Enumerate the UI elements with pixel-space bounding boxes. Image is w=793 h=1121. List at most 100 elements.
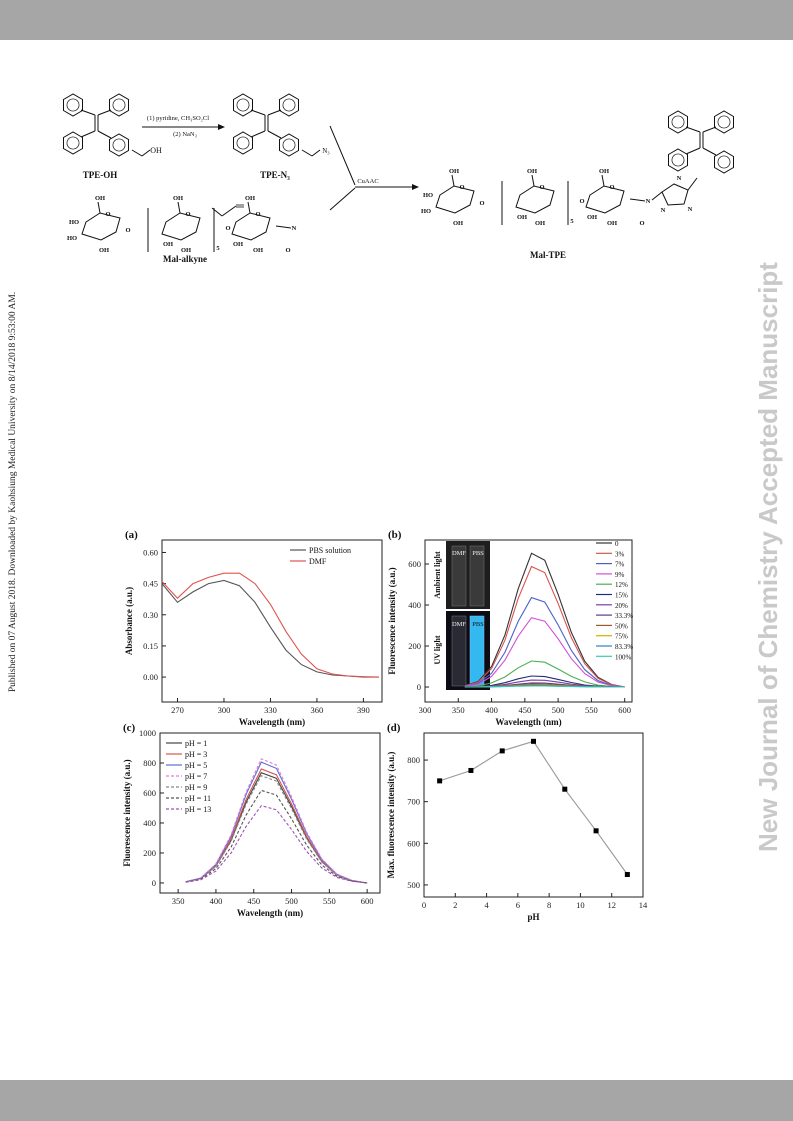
plot-frame — [159, 732, 381, 894]
phenyl-ring — [109, 133, 129, 157]
legend-label: 3% — [615, 550, 625, 558]
scheme-label: O — [255, 211, 260, 218]
series-line — [185, 758, 368, 884]
x-tick-label: 600 — [618, 705, 631, 715]
bond — [211, 207, 223, 217]
scheme-label: O — [285, 247, 290, 254]
x-tick-label: 450 — [518, 705, 531, 715]
scheme-label: Mal-alkyne — [163, 254, 207, 264]
bond — [329, 125, 356, 186]
plot-frame — [161, 539, 383, 703]
point-marker — [531, 738, 536, 744]
y-tick-label: 0 — [152, 878, 156, 888]
bond — [651, 191, 663, 201]
x-tick-label: 6 — [516, 900, 520, 910]
bond — [250, 109, 266, 116]
bond — [329, 187, 356, 211]
bond — [702, 126, 717, 133]
series-line — [161, 572, 379, 678]
panel-label: (a) — [125, 529, 138, 541]
triazole-ring — [661, 183, 689, 206]
legend-label: 12% — [615, 581, 628, 589]
scheme-label: HO — [67, 235, 77, 242]
bond — [311, 149, 321, 157]
y-tick-label: 600 — [143, 788, 156, 798]
x-axis-label: pH — [527, 912, 539, 922]
scheme-label: OH — [587, 214, 597, 221]
bond — [97, 130, 112, 139]
phenyl-ring — [279, 133, 299, 157]
aromatic-circle — [236, 98, 250, 112]
x-tick-label: 350 — [172, 896, 185, 906]
bond — [267, 109, 282, 116]
point-marker — [437, 778, 443, 784]
scheme-label: TPE-N₃ — [260, 170, 290, 180]
scheme-label: OH — [163, 241, 173, 248]
scheme-label: N — [688, 206, 693, 213]
inset-label: DMF — [452, 621, 466, 628]
scheme-label: O — [539, 184, 544, 191]
x-tick-label: 390 — [357, 705, 370, 715]
glucose-ring — [81, 212, 121, 241]
bond — [80, 109, 96, 116]
series-line — [464, 596, 625, 688]
legend-label: pH = 11 — [185, 794, 211, 803]
y-tick-label: 800 — [407, 755, 420, 765]
aromatic-circle — [66, 136, 80, 150]
scheme-label: OH — [527, 168, 537, 175]
aromatic-circle — [282, 98, 296, 112]
x-tick-label: 4 — [484, 900, 489, 910]
legend-label: 50% — [615, 622, 628, 630]
phenyl-ring — [668, 110, 688, 134]
y-axis-label: Absorbance (a.u.) — [124, 587, 134, 655]
bond — [301, 149, 313, 157]
point-marker — [624, 872, 630, 878]
scheme-label: O — [459, 184, 464, 191]
x-tick-label: 8 — [547, 900, 551, 910]
scheme-label: O — [639, 220, 644, 227]
scheme-label: HO — [421, 208, 431, 215]
y-tick-label: 500 — [407, 880, 420, 890]
glucose-ring — [585, 185, 625, 214]
legend-label: pH = 13 — [185, 805, 211, 814]
phenyl-ring — [668, 148, 688, 172]
y-tick-label: 200 — [143, 848, 156, 858]
journal-watermark: New Journal of Chemistry Accepted Manusc… — [753, 262, 783, 852]
download-notice: Published on 07 August 2018. Downloaded … — [8, 292, 18, 692]
x-tick-label: 300 — [218, 705, 231, 715]
series-line — [464, 617, 625, 688]
reaction-scheme: OH TPE-OH (1) pyridine, CH₃SO₂Cl (2) NaN₃ N₃… — [63, 93, 734, 264]
x-tick-label: 0 — [422, 900, 426, 910]
inset-label: DMF — [452, 550, 466, 557]
bond — [685, 126, 701, 133]
x-tick-label: 2 — [453, 900, 457, 910]
scheme-label: N — [646, 198, 651, 205]
scheme-label: OH — [449, 168, 459, 175]
scheme-label: OH — [181, 247, 191, 254]
y-tick-label: 0.00 — [143, 672, 158, 682]
series-line — [464, 685, 625, 688]
bond — [267, 130, 282, 139]
x-tick-label: 14 — [639, 900, 648, 910]
scheme-label: OH — [453, 220, 463, 227]
x-tick-label: 330 — [264, 705, 277, 715]
scheme-label: O — [185, 211, 190, 218]
bond — [97, 109, 112, 116]
aromatic-circle — [236, 136, 250, 150]
x-tick-label: 550 — [585, 705, 598, 715]
bond — [131, 149, 143, 157]
legend-label: pH = 5 — [185, 761, 207, 770]
panel-label: (c) — [123, 722, 136, 734]
arrow-head — [218, 124, 225, 130]
x-axis-label: Wavelength (nm) — [239, 717, 305, 727]
legend-label: pH = 7 — [185, 772, 207, 781]
scheme-label: (1) pyridine, CH₃SO₂Cl — [147, 115, 209, 122]
bond — [97, 201, 101, 214]
scheme-label: O — [609, 184, 614, 191]
aromatic-circle — [671, 153, 685, 167]
legend-label: 9% — [615, 571, 625, 579]
legend-label: 20% — [615, 602, 628, 610]
scheme-label: 5 — [570, 218, 574, 225]
point-marker — [499, 748, 505, 754]
